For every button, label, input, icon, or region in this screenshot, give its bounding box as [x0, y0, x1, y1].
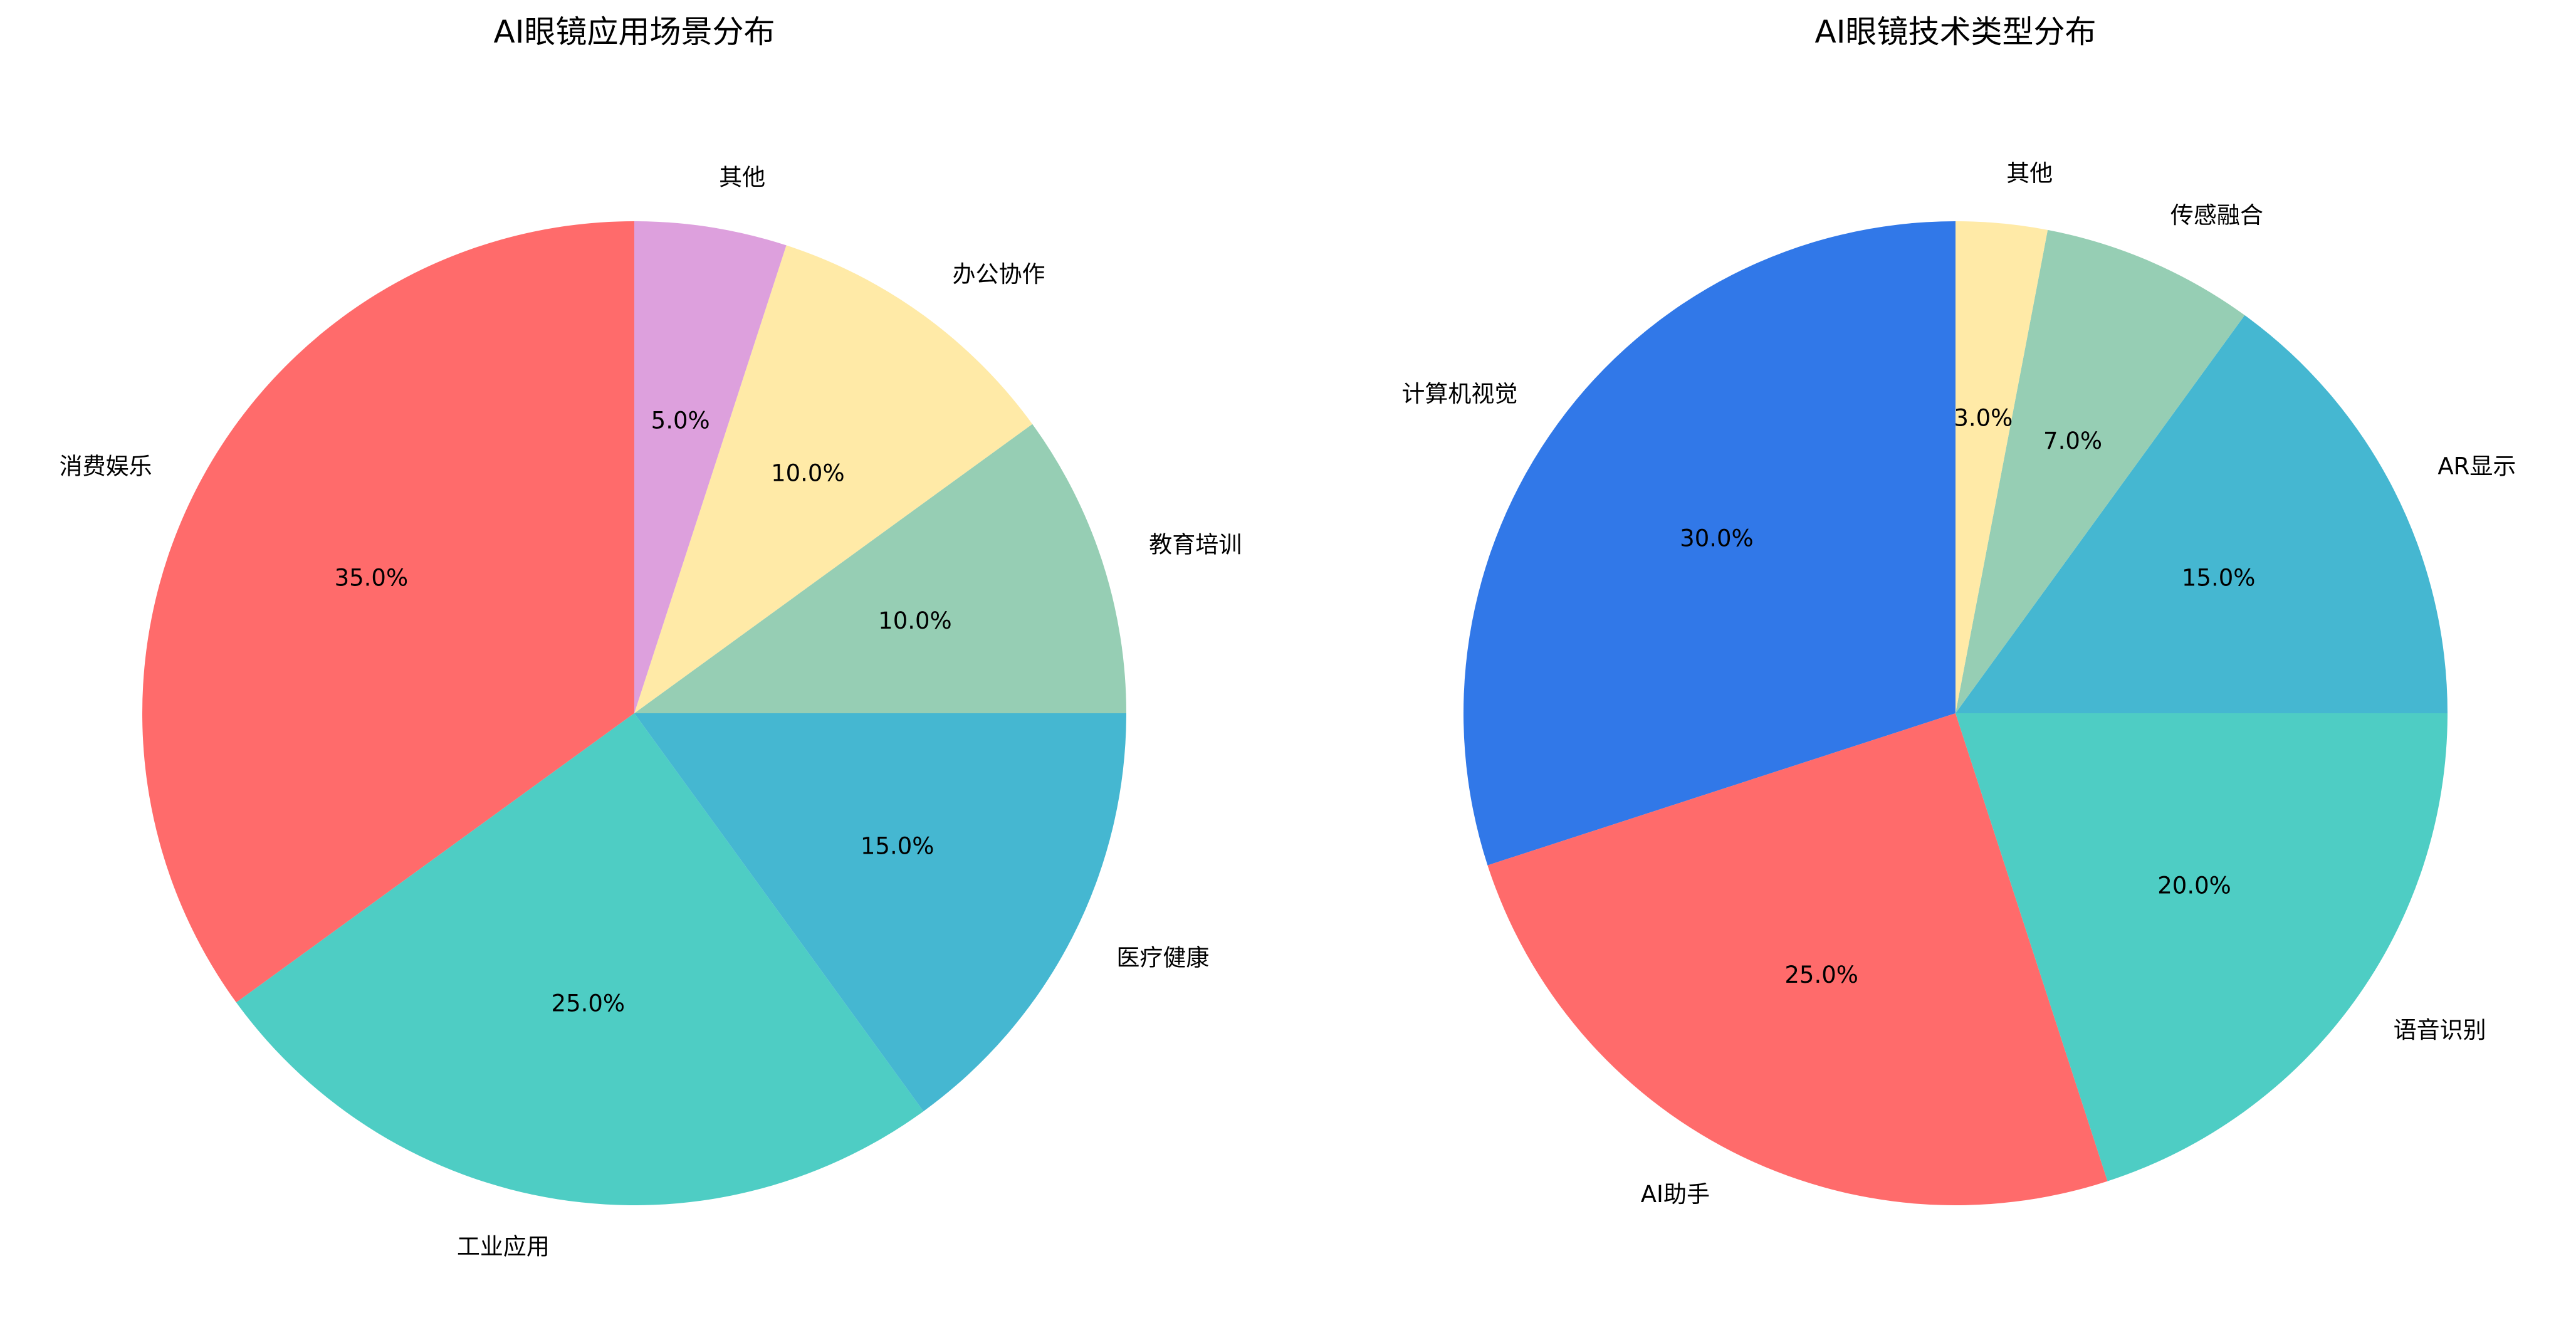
pie-slice: [1956, 229, 2245, 713]
chart-title-technology: AI眼镜技术类型分布: [1815, 14, 2097, 50]
slice-label: 消费娱乐: [60, 453, 152, 479]
slice-label: 医疗健康: [1116, 945, 1209, 971]
slice-percent-label: 10.0%: [878, 607, 952, 634]
slice-percent-label: 25.0%: [552, 990, 626, 1017]
pie-application: 消费娱乐 35.0% 工业应用 25.0% 医疗健康 15.0% 教育培训 10.0% 办公协作…: [60, 164, 1242, 1260]
slice-label: 办公协作: [953, 261, 1045, 288]
slice-percent-label: 20.0%: [2157, 872, 2231, 899]
pie-slice: [634, 221, 787, 713]
slice-label: 其他: [719, 164, 765, 191]
slice-label: 计算机视觉: [1401, 380, 1517, 407]
pie-slice: [1487, 713, 2108, 1205]
slice-percent-label: 15.0%: [2182, 565, 2256, 592]
slice-label: 其他: [2006, 160, 2053, 187]
pie-technology: 计算机视觉 30.0% AI助手 25.0% 语音识别 20.0% AR显示 15.0% 传感融…: [1401, 160, 2516, 1208]
slice-label: 教育培训: [1149, 531, 1242, 558]
slice-percent-label: 30.0%: [1680, 525, 1754, 552]
pie-slice: [142, 221, 635, 1003]
pie-slice: [634, 245, 1033, 713]
slice-label: AI助手: [1641, 1181, 1710, 1208]
pie-slice: [634, 713, 1126, 1112]
slice-label: 工业应用: [457, 1233, 550, 1260]
pie-slice: [1956, 315, 2448, 714]
slice-percent-label: 5.0%: [651, 407, 710, 434]
pie-slice: [1463, 221, 1956, 866]
slice-percent-label: 7.0%: [2043, 427, 2102, 454]
pie-slice: [634, 424, 1126, 713]
slice-percent-label: 3.0%: [1954, 405, 2013, 432]
slice-label: 语音识别: [2394, 1017, 2486, 1044]
slice-percent-label: 25.0%: [1784, 961, 1858, 988]
pie-slice: [1956, 221, 2048, 713]
slice-percent-label: 10.0%: [771, 459, 845, 486]
pie-slice: [1956, 713, 2448, 1181]
slice-label: AR显示: [2437, 453, 2516, 479]
pie-slice: [236, 713, 924, 1205]
slice-percent-label: 35.0%: [335, 565, 409, 592]
slice-label: 传感融合: [2170, 202, 2263, 229]
chart-title-application: AI眼镜应用场景分布: [494, 14, 775, 50]
slice-percent-label: 15.0%: [861, 832, 935, 859]
